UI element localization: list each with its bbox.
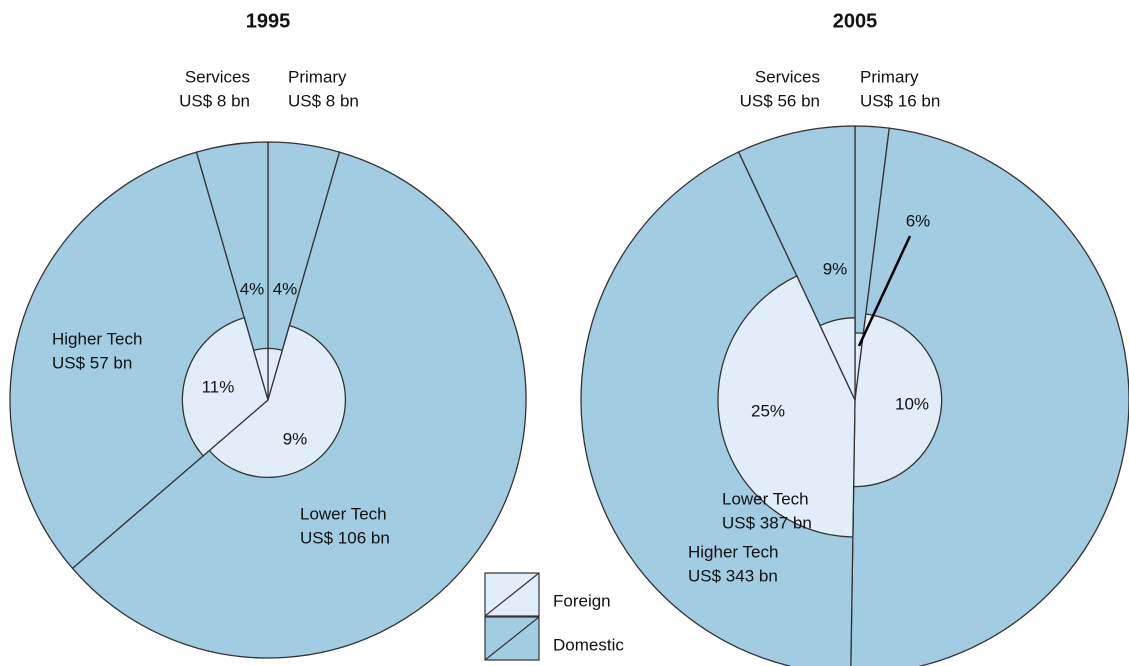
foreign-wedge bbox=[181, 316, 269, 457]
category-label: Lower Tech bbox=[722, 489, 809, 508]
domestic-wedge bbox=[9, 151, 269, 570]
chart-title: 2005 bbox=[833, 10, 878, 32]
foreign-wedge bbox=[252, 347, 269, 401]
share-label: 25% bbox=[751, 401, 785, 420]
category-label: Services bbox=[755, 67, 820, 86]
legend-diagonal bbox=[484, 572, 540, 617]
category-label: Primary bbox=[288, 67, 347, 86]
share-label: 9% bbox=[823, 259, 848, 278]
value-label: US$ 8 bn bbox=[179, 91, 250, 110]
value-label: US$ 16 bn bbox=[860, 91, 940, 110]
share-label: 10% bbox=[895, 394, 929, 413]
legend-label: Domestic bbox=[553, 635, 624, 654]
foreign-wedge bbox=[819, 317, 856, 401]
leader-line bbox=[857, 235, 912, 347]
category-label: Higher Tech bbox=[52, 329, 142, 348]
category-label: Higher Tech bbox=[688, 542, 778, 561]
share-label: 4% bbox=[240, 279, 265, 298]
category-label: Lower Tech bbox=[300, 504, 387, 523]
value-label: US$ 343 bn bbox=[688, 566, 778, 585]
value-label: US$ 56 bn bbox=[740, 91, 820, 110]
foreign-wedge bbox=[717, 275, 856, 538]
value-label: US$ 106 bn bbox=[300, 528, 390, 547]
legend-diagonal bbox=[484, 616, 540, 661]
share-label: 9% bbox=[283, 429, 308, 448]
share-label: 4% bbox=[273, 279, 298, 298]
category-label: Primary bbox=[860, 67, 919, 86]
share-label: 6% bbox=[906, 211, 931, 230]
foreign-wedge bbox=[208, 324, 347, 479]
value-label: US$ 57 bn bbox=[52, 353, 132, 372]
value-label: US$ 8 bn bbox=[288, 91, 359, 110]
share-label: 11% bbox=[202, 377, 235, 396]
domestic-wedge bbox=[850, 127, 1129, 666]
category-label: Services bbox=[185, 67, 250, 86]
legend-label: Foreign bbox=[553, 591, 611, 610]
foreign-wedge bbox=[852, 313, 943, 488]
value-label: US$ 387 bn bbox=[722, 513, 812, 532]
chart-title: 1995 bbox=[246, 10, 291, 32]
domestic-wedge bbox=[195, 141, 269, 401]
